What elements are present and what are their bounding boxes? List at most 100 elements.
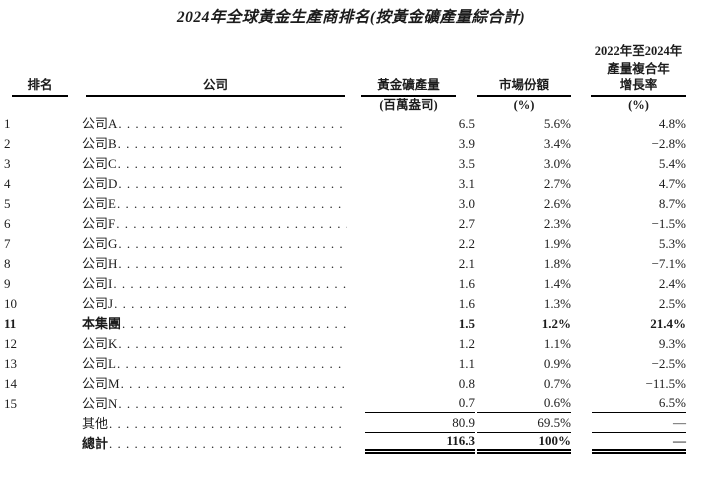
dot-leader: . . . . . . . . . . . . . . . . . . . . … — [117, 136, 347, 151]
dot-leader: . . . . . . . . . . . . . . . . . . . . … — [117, 156, 347, 171]
share-cell: 0.9% — [475, 354, 571, 374]
rank-cell: 3 — [4, 156, 11, 171]
production-cell: 1.6 — [347, 274, 475, 294]
table-body: 1 公司A . . . . . . . . . . . . . . . . . .… — [0, 114, 702, 454]
share-cell: 0.7% — [475, 374, 571, 394]
dot-leader: . . . . . . . . . . . . . . . . . . . . … — [116, 216, 347, 231]
production-cell: 3.9 — [347, 134, 475, 154]
dot-leader: . . . . . . . . . . . . . . . . . . . . … — [118, 336, 347, 351]
company-name: 公司L — [82, 356, 116, 371]
table-row: 6 公司F . . . . . . . . . . . . . . . . . .… — [0, 214, 702, 234]
company-name: 公司D — [82, 176, 118, 191]
growth-cell: — — [571, 434, 686, 454]
table-row: 11 本集團 . . . . . . . . . . . . . . . . . … — [0, 314, 702, 334]
company-name: 公司F — [82, 216, 116, 231]
company-cell: 本集團 . . . . . . . . . . . . . . . . . . … — [82, 314, 347, 334]
production-cell-value: 2.1 — [458, 256, 475, 271]
growth-cell: 2.4% — [571, 274, 686, 294]
company-cell: 公司B . . . . . . . . . . . . . . . . . . … — [82, 134, 347, 154]
header-rank-label: 排名 — [12, 78, 68, 97]
production-cell: 1.6 — [347, 294, 475, 314]
growth-cell-value: −2.8% — [651, 136, 686, 151]
growth-cell: 5.3% — [571, 234, 686, 254]
growth-cell-value: 6.5% — [592, 394, 686, 413]
growth-cell-value: −7.1% — [651, 256, 686, 271]
header-growth-line1: 2022年至2024年 — [594, 44, 683, 58]
table-row: 2 公司B . . . . . . . . . . . . . . . . . .… — [0, 134, 702, 154]
growth-cell: −2.5% — [571, 354, 686, 374]
growth-cell-value: −11.5% — [645, 376, 686, 391]
production-cell: 1.1 — [347, 354, 475, 374]
growth-cell: 6.5% — [571, 394, 686, 414]
production-cell-value: 1.1 — [458, 356, 475, 371]
growth-cell: 9.3% — [571, 334, 686, 354]
header-col-growth: 2022年至2024年 產量複合年 增長率 (%) — [571, 42, 686, 114]
header-production-unit: (百萬盎司) — [379, 98, 438, 112]
share-cell-value: 0.6% — [477, 394, 571, 413]
header-col-share: 市場份額 (%) — [475, 78, 571, 114]
dot-leader: . . . . . . . . . . . . . . . . . . . . … — [116, 356, 347, 371]
company-name: 總計 — [82, 436, 109, 451]
production-cell-value: 6.5 — [458, 116, 475, 131]
share-cell-value: 69.5% — [477, 414, 571, 433]
growth-cell-value: −2.5% — [651, 356, 686, 371]
company-cell: 公司E . . . . . . . . . . . . . . . . . . … — [82, 194, 347, 214]
company-cell: 公司K . . . . . . . . . . . . . . . . . . … — [82, 334, 347, 354]
company-name: 公司B — [82, 136, 117, 151]
header-production-label: 黃金礦產量 — [361, 78, 456, 97]
production-cell: 1.2 — [347, 334, 475, 354]
rank-cell: 8 — [4, 256, 11, 271]
production-cell: 0.7 — [347, 394, 475, 414]
share-cell: 100% — [475, 434, 571, 454]
growth-cell-value: 4.7% — [658, 176, 686, 191]
share-cell-value: 1.9% — [543, 236, 571, 251]
share-cell-value: 100% — [477, 434, 571, 454]
header-company-label: 公司 — [86, 78, 345, 97]
company-name: 公司J — [82, 296, 114, 311]
company-name: 公司N — [82, 396, 118, 411]
production-cell: 2.2 — [347, 234, 475, 254]
company-name: 其他 — [82, 416, 109, 431]
growth-cell-value: 21.4% — [650, 316, 686, 331]
rank-cell: 13 — [4, 356, 17, 371]
growth-cell-value: 4.8% — [658, 116, 686, 131]
share-cell: 3.4% — [475, 134, 571, 154]
production-cell: 1.5 — [347, 314, 475, 334]
production-cell: 2.7 — [347, 214, 475, 234]
share-cell: 1.4% — [475, 274, 571, 294]
rank-cell — [0, 434, 82, 454]
share-cell: 1.8% — [475, 254, 571, 274]
growth-cell-value: 8.7% — [658, 196, 686, 211]
header-col-rank: 排名 — [0, 78, 82, 114]
share-cell: 1.3% — [475, 294, 571, 314]
growth-cell: 5.4% — [571, 154, 686, 174]
header-growth-line2: 產量複合年 — [607, 62, 670, 76]
header-growth-unit: (%) — [628, 98, 649, 112]
rank-cell: 7 — [4, 236, 11, 251]
rank-cell: 11 — [4, 316, 17, 331]
company-cell: 公司G . . . . . . . . . . . . . . . . . . … — [82, 234, 347, 254]
table-row: 7 公司G . . . . . . . . . . . . . . . . . .… — [0, 234, 702, 254]
rank-cell: 9 — [4, 276, 11, 291]
header-share-unit: (%) — [513, 98, 535, 112]
growth-cell: 21.4% — [571, 314, 686, 334]
company-name: 公司M — [82, 376, 120, 391]
company-cell: 公司L . . . . . . . . . . . . . . . . . . … — [82, 354, 347, 374]
growth-cell-value: — — [592, 434, 686, 454]
company-name: 公司H — [82, 256, 118, 271]
rank-cell: 10 — [4, 296, 17, 311]
rank-cell: 4 — [4, 176, 11, 191]
production-cell-value: 2.7 — [458, 216, 475, 231]
company-cell: 公司F . . . . . . . . . . . . . . . . . . … — [82, 214, 347, 234]
rank-cell: 15 — [4, 396, 17, 411]
production-cell: 0.8 — [347, 374, 475, 394]
company-name: 公司G — [82, 236, 118, 251]
rank-cell — [0, 414, 82, 434]
rank-cell: 5 — [4, 196, 11, 211]
share-cell: 0.6% — [475, 394, 571, 414]
share-cell-value: 1.2% — [541, 316, 571, 331]
table-row: 13 公司L . . . . . . . . . . . . . . . . . … — [0, 354, 702, 374]
share-cell-value: 1.3% — [543, 296, 571, 311]
share-cell: 1.2% — [475, 314, 571, 334]
growth-cell: −1.5% — [571, 214, 686, 234]
